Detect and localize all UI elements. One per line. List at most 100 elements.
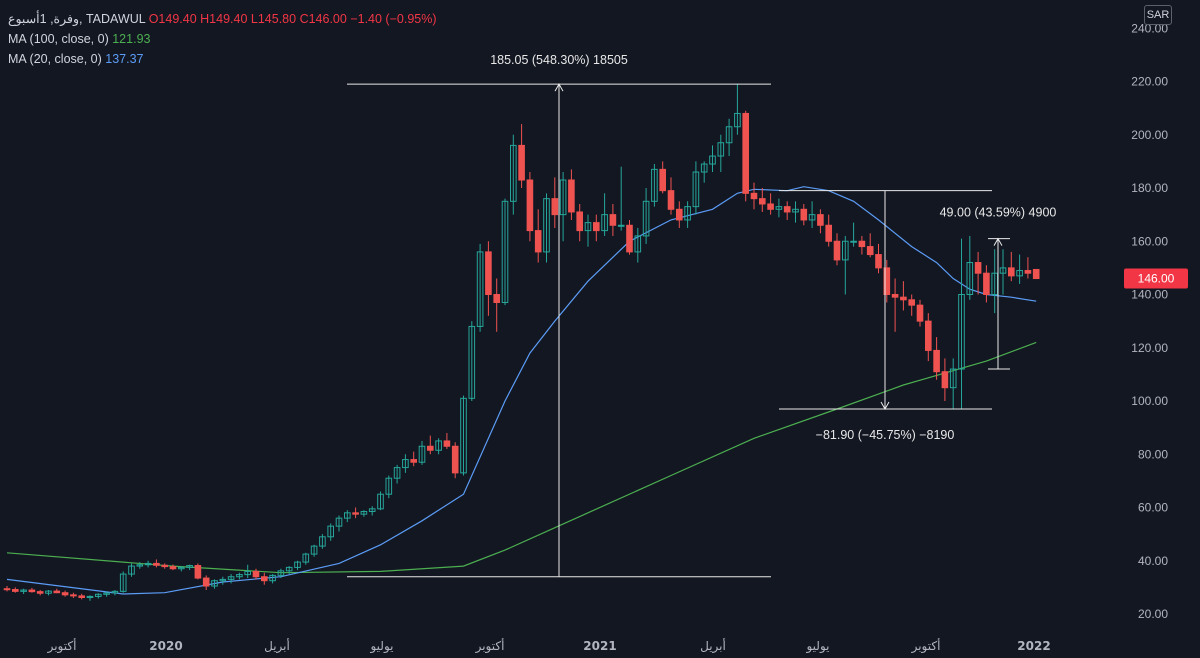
candle-down (568, 179, 575, 213)
candle-up (86, 595, 94, 598)
candle-down (800, 208, 808, 221)
candle-down (61, 592, 69, 596)
last-price-label: 146.00 (1138, 272, 1175, 286)
candle-up (219, 578, 227, 582)
candle-up (144, 562, 152, 566)
time-tick-label: 2020 (149, 639, 182, 653)
candle-down (676, 208, 683, 221)
measure-arrowhead (554, 83, 564, 92)
candle-up (634, 235, 642, 253)
candle-up (368, 508, 376, 512)
candle-down (783, 206, 791, 213)
time-tick-label: يوليو (805, 639, 829, 654)
last-price-box (1124, 268, 1188, 289)
candle-up (966, 262, 974, 295)
price-tick-label: 40.00 (1138, 554, 1168, 568)
candle-down (194, 565, 202, 579)
candle-up (393, 467, 401, 479)
legend-change: −1.40 (−0.95%) (350, 12, 437, 26)
candle-down (866, 246, 874, 256)
candle-up (999, 267, 1007, 274)
candle-down (451, 445, 459, 474)
candle-up (20, 589, 27, 592)
candle-up (725, 126, 733, 144)
candle-down (410, 459, 417, 463)
legend-ma100-row[interactable]: MA (100, close, 0) 121.93 (8, 29, 437, 49)
candle-down (667, 190, 675, 210)
candle-down (817, 214, 824, 226)
candle-up (227, 576, 235, 580)
candle-down (169, 566, 177, 570)
candle-down (28, 589, 36, 593)
time-tick-label: 2021 (583, 639, 616, 653)
candle-down (825, 224, 833, 242)
candle-up (45, 590, 52, 594)
candle-down (858, 240, 866, 248)
price-tick-label: 180.00 (1131, 181, 1168, 195)
candle-up (543, 198, 550, 253)
candle-down (875, 254, 882, 269)
price-tick-label: 140.00 (1131, 288, 1168, 302)
legend-ma20-row[interactable]: MA (20, close, 0) 137.37 (8, 49, 437, 69)
legend-open: O149.40 (148, 12, 197, 26)
candle-up (684, 206, 691, 221)
candle-down (593, 222, 600, 232)
candle-down (12, 589, 19, 592)
time-tick-label: أكتوبر (911, 638, 941, 654)
price-tick-label: 100.00 (1131, 394, 1168, 408)
time-tick-label: يوليو (369, 639, 393, 654)
price-axis[interactable]: 20.00 40.00 60.00 80.00 100.00 120.00 140.00 16… (1131, 21, 1168, 621)
candle-up (435, 440, 442, 451)
candle-up (211, 580, 218, 587)
candle-up (103, 592, 110, 595)
candle-down (974, 262, 982, 274)
legend-close: C146.00 (299, 12, 347, 26)
candle-down (833, 240, 841, 261)
candle-up (95, 593, 102, 597)
candle-up (842, 240, 849, 261)
candle-down (53, 590, 61, 594)
legend-ma100-label: MA (100, close, 0) (8, 32, 109, 46)
candle-up (402, 459, 409, 469)
candle-down (153, 562, 160, 566)
measure-label: 49.00 (43.59%) 4900 (940, 206, 1057, 220)
candle-down (933, 349, 940, 373)
candle-up (136, 564, 144, 567)
legend-high: H149.40 (200, 12, 248, 26)
time-tick-label: أبريل (264, 638, 290, 654)
candle-down (925, 320, 932, 351)
candle-down (609, 214, 617, 226)
candle-up (651, 168, 658, 202)
candle-down (202, 577, 210, 587)
price-tick-label: 120.00 (1131, 341, 1168, 355)
currency-button[interactable]: SAR (1144, 5, 1172, 25)
candle-down (352, 512, 359, 515)
candle-up (335, 517, 343, 527)
measure-annotations: 185.05 (548.30%) 18505 −81.90 (−45.75%) −… (347, 53, 1057, 578)
candle-down (485, 251, 492, 295)
time-tick-label: أكتوبر (475, 638, 505, 654)
candle-down (3, 588, 11, 591)
candle-down (742, 112, 750, 194)
time-axis[interactable]: أكتوبر 2020 أبريل يوليو أكتوبر 2021 أبريل يوليو… (47, 638, 1051, 654)
candle-down (493, 294, 500, 303)
candle-down (941, 371, 949, 389)
candle-down (36, 591, 44, 594)
candle-up (418, 445, 426, 463)
candle-down (750, 192, 758, 200)
legend-symbol-row[interactable]: وفرة, 1أسبوع, TADAWUL O149.40 H149.40 L1… (8, 9, 437, 29)
candle-up (111, 590, 119, 594)
price-tick-label: 220.00 (1131, 75, 1168, 89)
candle-down (443, 440, 451, 447)
candle-down (1024, 270, 1032, 274)
candle-up (808, 214, 816, 221)
price-tick-label: 60.00 (1138, 501, 1168, 515)
candle-up (277, 570, 285, 576)
candle-up (601, 214, 608, 232)
candle-down (883, 267, 891, 295)
candle-up (128, 565, 135, 575)
ma20-line (6, 186, 1037, 595)
time-tick-label: 2022 (1017, 639, 1050, 653)
